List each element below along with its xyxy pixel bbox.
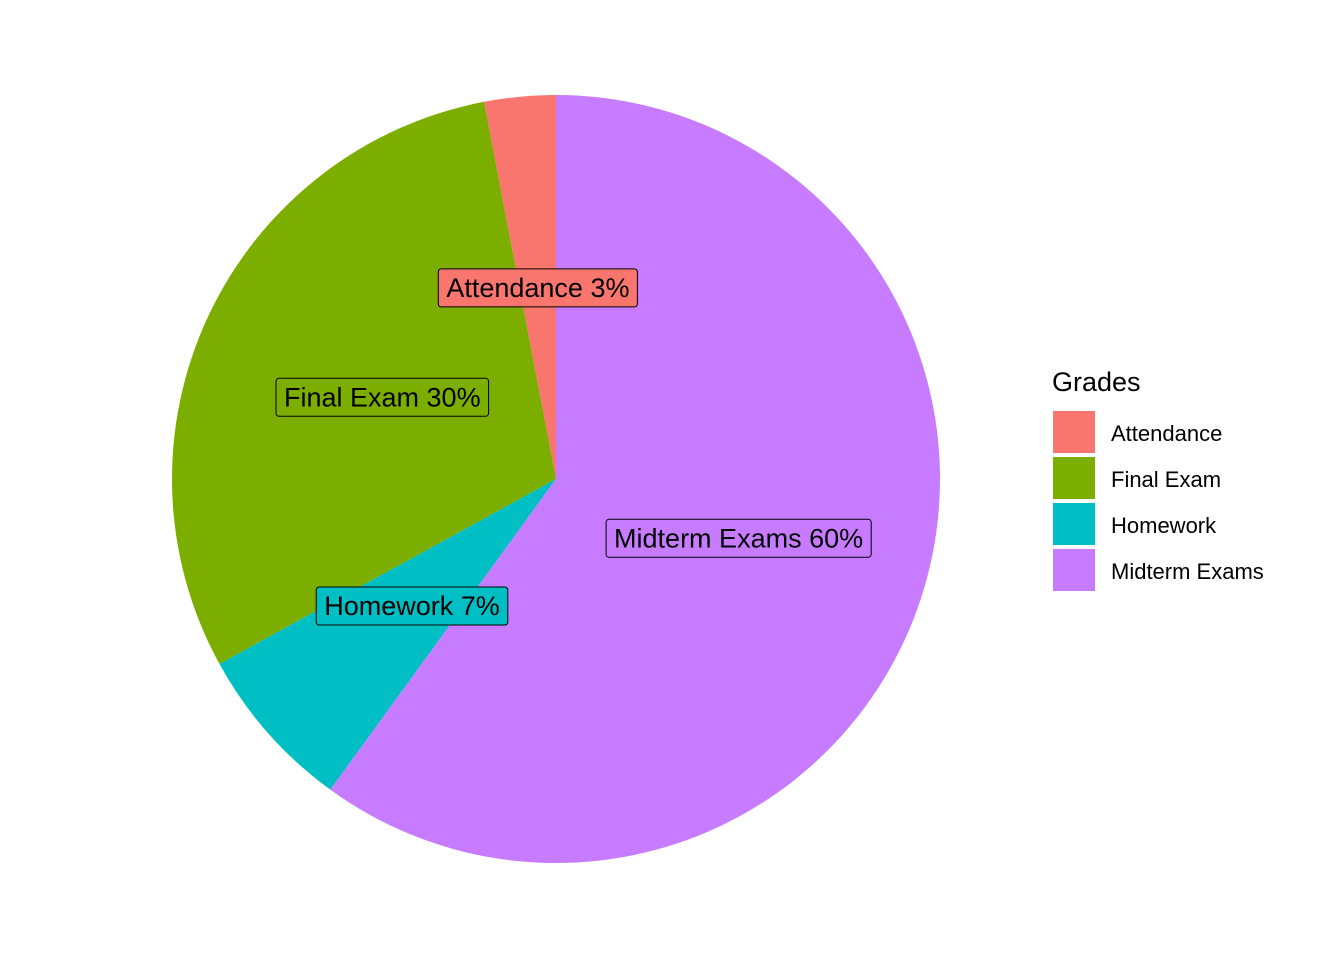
pie-slice-midterm-exams	[330, 95, 941, 863]
pie-slices	[172, 94, 941, 863]
slice-label-midterm-exams: Midterm Exams 60%	[605, 518, 872, 558]
legend-key-homework	[1053, 503, 1095, 545]
legend-item-final-exam: Final Exam	[1053, 457, 1221, 499]
slice-label-text-homework: Homework 7%	[324, 591, 500, 621]
pie-slice-homework	[219, 479, 556, 790]
slice-label-text-attendance: Attendance 3%	[446, 273, 629, 303]
legend-label-final-exam: Final Exam	[1111, 467, 1221, 492]
legend-label-midterm-exams: Midterm Exams	[1111, 559, 1264, 584]
slice-label-box-final-exam	[275, 377, 490, 417]
slice-label-homework: Homework 7%	[315, 586, 509, 626]
slice-label-box-homework	[315, 586, 509, 626]
legend-item-midterm-exams: Midterm Exams	[1053, 549, 1264, 591]
legend: Grades Attendance Final Exam Homework Mi…	[1052, 367, 1264, 591]
legend-key-attendance	[1053, 411, 1095, 453]
slice-label-text-midterm-exams: Midterm Exams 60%	[614, 523, 863, 553]
legend-item-attendance: Attendance	[1053, 411, 1222, 453]
legend-label-homework: Homework	[1111, 513, 1217, 538]
slice-label-attendance: Attendance 3%	[437, 268, 638, 308]
slice-label-final-exam: Final Exam 30%	[275, 377, 490, 417]
legend-label-attendance: Attendance	[1111, 421, 1222, 446]
legend-title: Grades	[1052, 367, 1141, 397]
legend-key-final-exam	[1053, 457, 1095, 499]
slice-label-box-midterm-exams	[605, 518, 872, 558]
slice-label-box-attendance	[437, 268, 638, 308]
slice-label-text-final-exam: Final Exam 30%	[284, 382, 481, 412]
legend-item-homework: Homework	[1053, 503, 1217, 545]
legend-key-midterm-exams	[1053, 549, 1095, 591]
slice-labels: Attendance 3% Final Exam 30% Homework 7%…	[275, 268, 872, 626]
